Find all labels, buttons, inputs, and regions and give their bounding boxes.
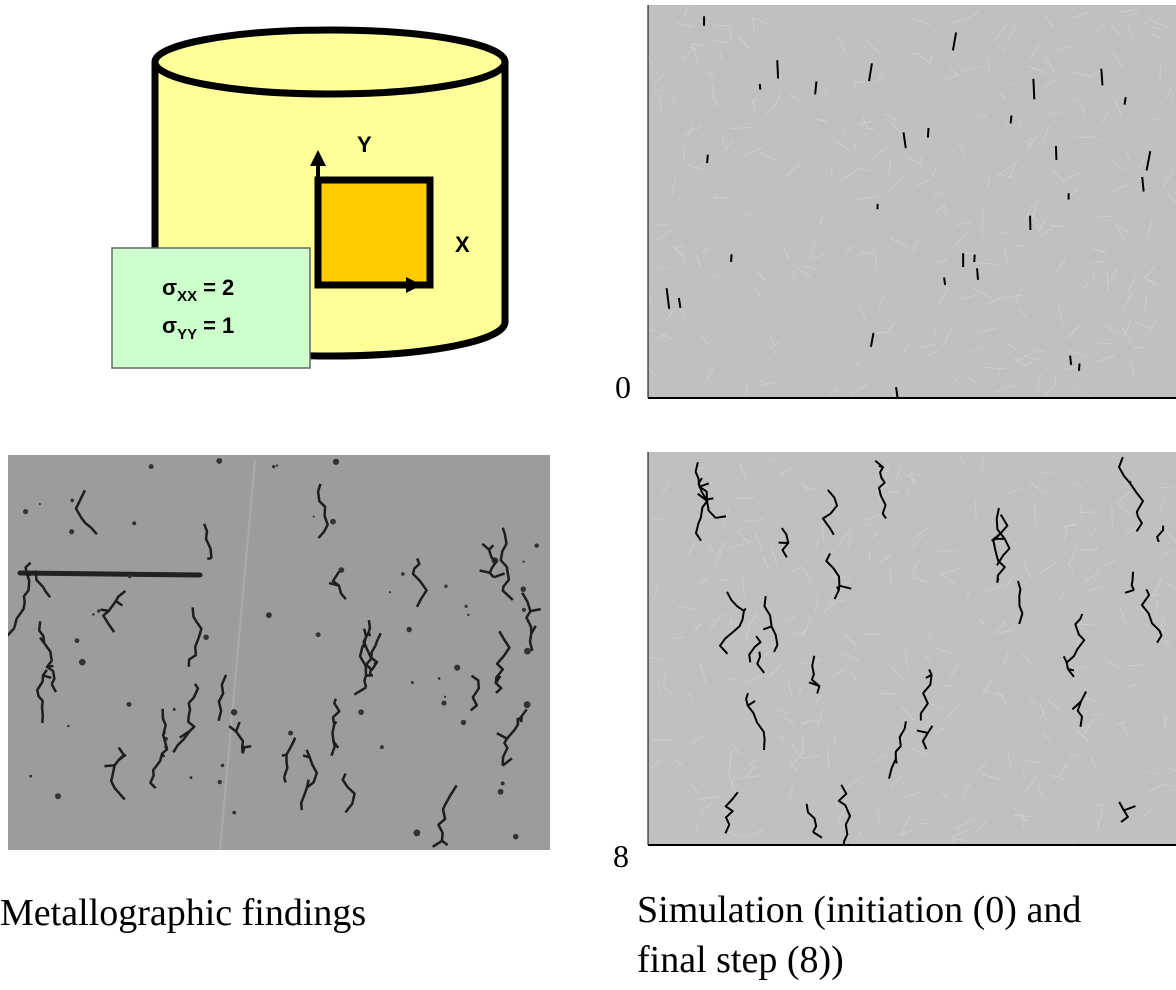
crack [707, 155, 708, 163]
grain-boundary [731, 617, 732, 627]
caption: final step (8)) [637, 939, 844, 981]
crack [1125, 97, 1126, 104]
crack-branch [207, 558, 211, 559]
speck [441, 700, 446, 705]
speck [132, 521, 136, 525]
speck [75, 638, 80, 643]
speck [67, 725, 69, 727]
crack [1070, 356, 1071, 365]
speck [534, 543, 538, 547]
caption: Metallographic findings [0, 892, 366, 934]
crack [777, 60, 778, 78]
stress-box [112, 248, 310, 368]
speck [266, 612, 272, 618]
speck [218, 780, 222, 784]
speck [313, 516, 315, 518]
speck [92, 613, 95, 616]
crack [760, 84, 761, 90]
sim-panel-final [648, 452, 1176, 845]
crack [977, 268, 978, 280]
speck [203, 634, 208, 639]
speck [358, 709, 364, 715]
speck [97, 609, 100, 612]
speck [288, 731, 293, 736]
crack [815, 81, 816, 94]
speck [127, 702, 132, 707]
speck [501, 781, 505, 785]
y-label: Y [357, 132, 372, 157]
speck [465, 605, 468, 608]
speck [69, 529, 74, 534]
x-label: X [455, 232, 470, 257]
element-square [318, 180, 430, 285]
speck [333, 459, 339, 465]
speck [55, 793, 61, 799]
speck [467, 614, 469, 616]
grain-boundary [1092, 714, 1102, 715]
speck [231, 709, 238, 716]
crack [1101, 69, 1102, 86]
speck [316, 632, 321, 637]
speck [128, 575, 132, 579]
speck [498, 789, 504, 795]
speck [79, 659, 86, 666]
speck [444, 585, 447, 588]
speck [438, 677, 441, 680]
value: = 2 [203, 275, 234, 300]
crack-branch [284, 777, 286, 782]
slide: Y X σXX= 2 σYY= 1 0 8 Metallographic fin… [0, 0, 1176, 990]
subscript: YY [177, 326, 197, 343]
speck [232, 811, 236, 815]
speck [173, 708, 176, 711]
speck [29, 775, 32, 778]
crack [731, 254, 732, 262]
speck [513, 834, 519, 840]
subscript: XX [177, 288, 197, 305]
crack-branch [104, 765, 114, 766]
speck [406, 627, 411, 632]
crack [1079, 363, 1080, 370]
caption: Simulation (initiation (0) and [637, 889, 1081, 931]
speck [276, 464, 278, 466]
symbol: σ [162, 313, 177, 338]
speck [413, 829, 420, 836]
speck [149, 464, 154, 469]
speck [39, 503, 41, 505]
speck [389, 591, 391, 593]
speck [524, 648, 531, 655]
speck [454, 665, 460, 671]
speck [70, 499, 74, 503]
speck [520, 586, 526, 592]
speck [216, 458, 222, 464]
speck [221, 764, 225, 768]
speck [461, 720, 466, 725]
speck [444, 696, 446, 698]
crack [928, 128, 929, 138]
speck [524, 701, 531, 708]
crack [1011, 116, 1012, 124]
speck [522, 608, 526, 612]
crack [1033, 79, 1034, 100]
step-label: 8 [613, 838, 629, 874]
speck [330, 519, 336, 525]
micrograph [8, 455, 550, 850]
crack [944, 278, 945, 285]
speck [522, 561, 524, 563]
speck [401, 572, 405, 576]
step-label: 0 [615, 369, 631, 405]
speck [380, 745, 384, 749]
speck [23, 509, 28, 514]
value: = 1 [203, 313, 234, 338]
symbol: σ [162, 275, 177, 300]
speck [272, 465, 275, 468]
speck [411, 681, 414, 684]
sim-panel-initial [648, 5, 1176, 398]
speck [190, 776, 193, 779]
